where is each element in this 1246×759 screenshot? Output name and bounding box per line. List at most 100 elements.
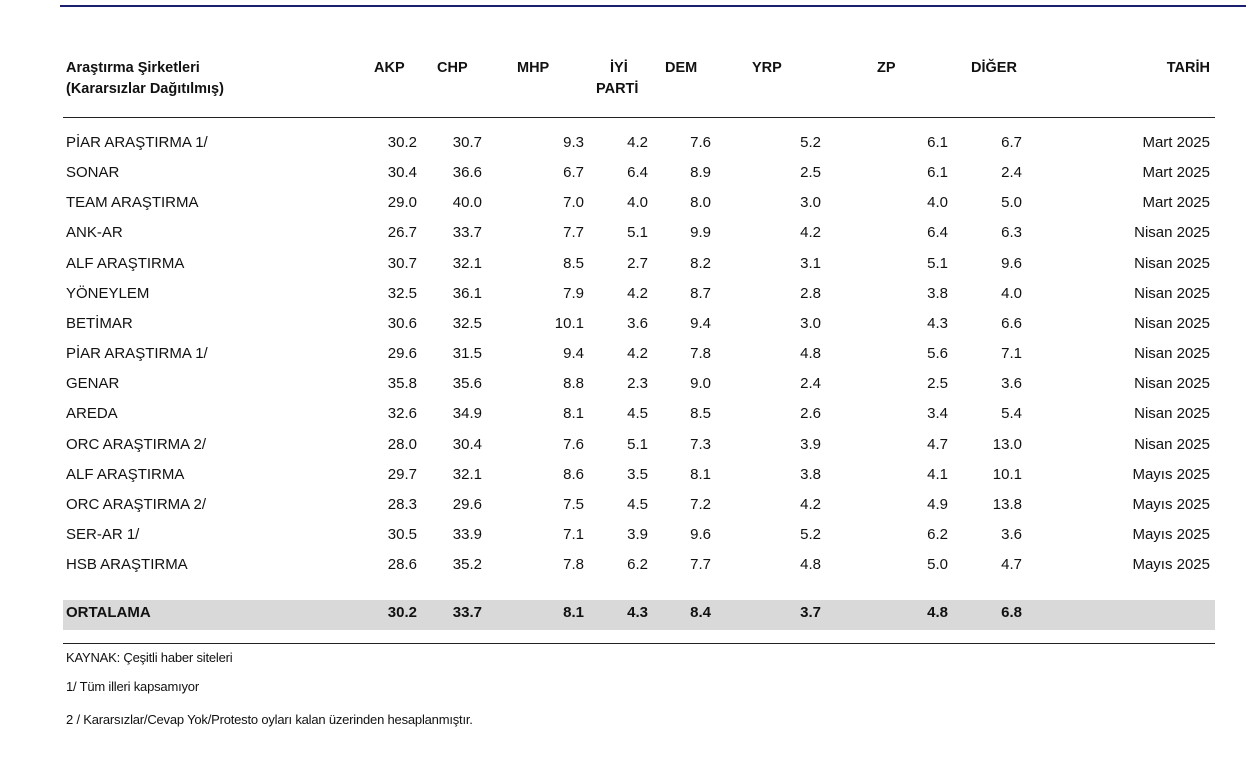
cell-akp: 32.6 xyxy=(387,405,417,423)
cell-tarih: Nisan 2025 xyxy=(1134,224,1210,242)
top-blue-rule xyxy=(60,5,1246,7)
header-mhp: MHP xyxy=(517,60,550,76)
cell-tarih: Nisan 2025 xyxy=(1134,314,1210,332)
cell-zp: 6.1 xyxy=(927,134,948,151)
cell-chp: 36.1 xyxy=(452,284,482,302)
source-note: KAYNAK: Çeşitli haber siteleri xyxy=(66,650,233,665)
cell-mhp: 8.6 xyxy=(563,465,584,483)
cell-name: ALF ARAŞTIRMA xyxy=(66,465,185,483)
cell-iyi: 3.6 xyxy=(627,314,648,332)
cell-name: GENAR xyxy=(66,375,120,393)
cell-name: AREDA xyxy=(66,405,118,423)
cell-mhp: 8.5 xyxy=(563,254,584,272)
cell-yrp: 2.5 xyxy=(800,164,821,182)
cell-akp: 29.6 xyxy=(387,345,417,363)
cell-iyi: 2.7 xyxy=(627,254,648,272)
cell-akp: 30.6 xyxy=(387,314,417,332)
cell-akp: 30.5 xyxy=(387,525,417,543)
cell-tarih: Nisan 2025 xyxy=(1134,254,1210,272)
cell-dem: 7.6 xyxy=(690,134,711,151)
cell-diger: 4.0 xyxy=(1001,284,1022,302)
cell-diger: 6.8 xyxy=(1001,604,1022,621)
cell-diger: 4.7 xyxy=(1001,556,1022,574)
cell-akp: 28.3 xyxy=(387,495,417,513)
cell-yrp: 4.8 xyxy=(800,345,821,363)
header-zp: ZP xyxy=(877,60,896,76)
cell-dem: 8.4 xyxy=(690,604,711,621)
cell-iyi: 4.2 xyxy=(627,284,648,302)
cell-akp: 32.5 xyxy=(387,284,417,302)
cell-name: HSB ARAŞTIRMA xyxy=(66,556,188,574)
cell-zp: 6.2 xyxy=(927,525,948,543)
cell-diger: 5.4 xyxy=(1001,405,1022,423)
cell-yrp: 5.2 xyxy=(800,525,821,543)
cell-akp: 29.7 xyxy=(387,465,417,483)
cell-yrp: 3.0 xyxy=(800,194,821,212)
cell-diger: 9.6 xyxy=(1001,254,1022,272)
cell-zp: 4.8 xyxy=(927,604,948,621)
cell-chp: 35.2 xyxy=(452,556,482,574)
header-iyi-sub: PARTİ xyxy=(596,81,639,97)
cell-mhp: 6.7 xyxy=(563,164,584,182)
cell-dem: 8.1 xyxy=(690,465,711,483)
cell-tarih: Mayıs 2025 xyxy=(1132,495,1210,513)
average-row-band xyxy=(63,600,1215,630)
cell-chp: 40.0 xyxy=(452,194,482,212)
cell-diger: 13.8 xyxy=(992,495,1022,513)
cell-diger: 13.0 xyxy=(992,435,1022,453)
cell-yrp: 3.9 xyxy=(800,435,821,453)
cell-mhp: 7.1 xyxy=(563,525,584,543)
cell-mhp: 7.6 xyxy=(563,435,584,453)
cell-name: PİAR ARAŞTIRMA 1/ xyxy=(66,134,208,151)
cell-zp: 6.4 xyxy=(927,224,948,242)
cell-chp: 30.7 xyxy=(452,134,482,151)
cell-mhp: 7.0 xyxy=(563,194,584,212)
cell-name: BETİMAR xyxy=(66,314,133,332)
cell-chp: 31.5 xyxy=(452,345,482,363)
cell-iyi: 4.5 xyxy=(627,495,648,513)
cell-akp: 30.4 xyxy=(387,164,417,182)
cell-chp: 30.4 xyxy=(452,435,482,453)
cell-name: SER-AR 1/ xyxy=(66,525,140,543)
cell-diger: 6.6 xyxy=(1001,314,1022,332)
cell-dem: 7.8 xyxy=(690,345,711,363)
cell-yrp: 2.6 xyxy=(800,405,821,423)
cell-akp: 28.0 xyxy=(387,435,417,453)
cell-tarih: Mart 2025 xyxy=(1142,164,1210,182)
cell-zp: 4.3 xyxy=(927,314,948,332)
cell-iyi: 3.9 xyxy=(627,525,648,543)
cell-dem: 9.4 xyxy=(690,314,711,332)
cell-zp: 5.0 xyxy=(927,556,948,574)
cell-chp: 35.6 xyxy=(452,375,482,393)
cell-zp: 5.1 xyxy=(927,254,948,272)
cell-zp: 4.7 xyxy=(927,435,948,453)
cell-akp: 30.7 xyxy=(387,254,417,272)
cell-zp: 4.1 xyxy=(927,465,948,483)
cell-dem: 9.9 xyxy=(690,224,711,242)
cell-diger: 5.0 xyxy=(1001,194,1022,212)
footnote-1: 1/ Tüm illeri kapsamıyor xyxy=(66,679,199,694)
cell-dem: 8.9 xyxy=(690,164,711,182)
cell-iyi: 4.3 xyxy=(627,604,648,621)
footer-divider xyxy=(63,643,1215,644)
cell-dem: 8.0 xyxy=(690,194,711,212)
cell-chp: 32.1 xyxy=(452,254,482,272)
cell-iyi: 2.3 xyxy=(627,375,648,393)
cell-zp: 5.6 xyxy=(927,345,948,363)
header-diger: DİĞER xyxy=(971,60,1017,76)
cell-akp: 35.8 xyxy=(387,375,417,393)
cell-tarih: Nisan 2025 xyxy=(1134,345,1210,363)
cell-iyi: 5.1 xyxy=(627,435,648,453)
cell-yrp: 2.8 xyxy=(800,284,821,302)
cell-name: ALF ARAŞTIRMA xyxy=(66,254,185,272)
cell-dem: 7.3 xyxy=(690,435,711,453)
cell-dem: 8.5 xyxy=(690,405,711,423)
cell-diger: 3.6 xyxy=(1001,375,1022,393)
cell-diger: 10.1 xyxy=(992,465,1022,483)
cell-mhp: 8.1 xyxy=(563,405,584,423)
header-yrp: YRP xyxy=(752,60,782,76)
cell-zp: 3.4 xyxy=(927,405,948,423)
cell-tarih: Mayıs 2025 xyxy=(1132,525,1210,543)
cell-chp: 34.9 xyxy=(452,405,482,423)
cell-zp: 3.8 xyxy=(927,284,948,302)
